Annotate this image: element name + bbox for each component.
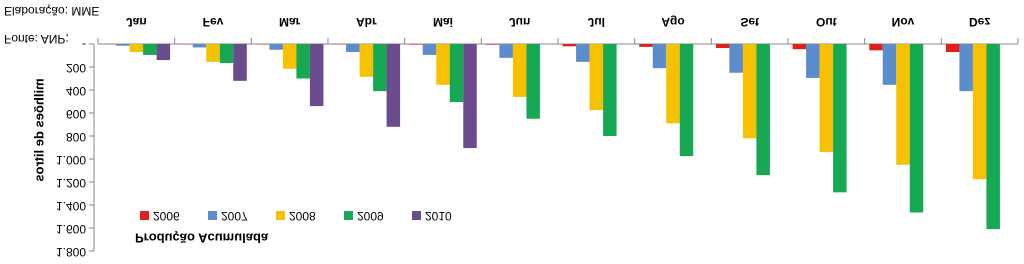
- y-tick-label: 1.000: [56, 153, 86, 167]
- y-tick-label: 600: [66, 107, 86, 121]
- bar: [346, 44, 360, 53]
- bar: [715, 44, 730, 49]
- legend-label: 2008: [289, 209, 316, 223]
- x-tick-label: Ago: [661, 15, 684, 29]
- bar: [729, 44, 743, 73]
- bar: [192, 44, 207, 48]
- x-tick-label: Out: [816, 15, 837, 29]
- bar: [143, 44, 157, 55]
- y-tick-label: 1.200: [56, 176, 86, 190]
- x-tick-label: Mar: [279, 15, 301, 29]
- y-tick-label: -: [82, 38, 86, 52]
- bar: [819, 44, 834, 153]
- bar: [449, 44, 464, 103]
- bar: [679, 44, 694, 157]
- bar: [206, 44, 220, 62]
- x-tick-label: Dez: [969, 15, 990, 29]
- legend-title: Produção Acumulada: [135, 231, 269, 246]
- bar: [309, 44, 324, 107]
- bar: [156, 44, 171, 61]
- bar: [896, 44, 910, 165]
- legend-swatch: [140, 211, 149, 220]
- source: Fonte: ANP;: [4, 32, 69, 46]
- bar: [833, 44, 847, 193]
- bar: [116, 44, 130, 46]
- x-tick-label: Mai: [433, 15, 453, 29]
- bar: [485, 44, 500, 45]
- legend-label: 2010: [425, 209, 452, 223]
- bar: [422, 44, 437, 55]
- x-tick-label: Jul: [588, 15, 605, 29]
- x-tick-label: Abr: [356, 15, 377, 29]
- bar: [233, 44, 247, 81]
- bar: [666, 44, 680, 124]
- bar: [562, 44, 577, 47]
- y-tick-label: 200: [66, 61, 86, 75]
- bar: [526, 44, 540, 119]
- legend-label: 2006: [153, 209, 180, 223]
- bar: [959, 44, 973, 92]
- bar: [603, 44, 617, 136]
- x-tick-label: Fev: [203, 15, 224, 29]
- bar: [909, 44, 924, 213]
- bar: [512, 44, 527, 97]
- bar: [373, 44, 387, 92]
- bar: [359, 44, 374, 77]
- bar: [282, 44, 297, 69]
- legend-swatch: [208, 211, 217, 220]
- plot-group: Fonte: ANP; Elaboração: MME milhões de l…: [4, 4, 1019, 259]
- y-tick-label: 800: [66, 130, 86, 144]
- bar: [742, 44, 757, 139]
- bar: [986, 44, 1000, 230]
- credit: Elaboração: MME: [4, 4, 99, 18]
- bar: [386, 44, 401, 127]
- x-tick-label: Jan: [126, 15, 147, 29]
- legend-label: 2009: [357, 209, 384, 223]
- bar: [882, 44, 897, 85]
- bar: [463, 44, 477, 149]
- y-tick-label: 1.400: [56, 199, 86, 213]
- bar: [576, 44, 590, 62]
- bar: [945, 44, 960, 53]
- x-tick-label: Set: [740, 15, 759, 29]
- bar: [652, 44, 667, 69]
- legend-swatch: [276, 211, 285, 220]
- x-tick-label: Nov: [892, 15, 915, 29]
- bar: [219, 44, 234, 63]
- bar: [792, 44, 807, 50]
- legend-swatch: [344, 211, 353, 220]
- y-axis-title: milhões de litros: [31, 78, 46, 181]
- bar: [972, 44, 987, 180]
- bar: [806, 44, 820, 78]
- x-tick-label: Jun: [509, 15, 530, 29]
- bar: [296, 44, 310, 79]
- bar: [269, 44, 283, 50]
- y-tick-label: 1.600: [56, 222, 86, 236]
- legend-swatch: [412, 211, 421, 220]
- bar: [499, 44, 513, 58]
- y-tick-label: 400: [66, 84, 86, 98]
- bar: [589, 44, 604, 111]
- y-tick-label: 1.800: [56, 245, 86, 259]
- bar: [409, 44, 423, 45]
- bar: [436, 44, 450, 85]
- legend-label: 2007: [221, 209, 248, 223]
- bar: [639, 44, 653, 47]
- bar: [129, 44, 144, 53]
- bar: [869, 44, 883, 51]
- bar: [756, 44, 770, 176]
